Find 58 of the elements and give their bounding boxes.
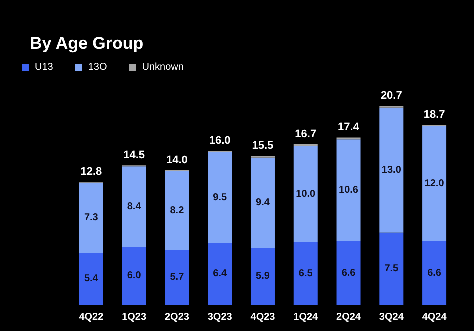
data-label: 7.3 [84,212,99,224]
x-tick-label: 2Q24 [336,312,362,324]
data-label: 10.0 [296,188,316,200]
data-label: 6.4 [213,268,228,280]
bar [380,108,404,233]
chart-title: By Age Group [30,34,144,54]
total-label: 18.7 [424,109,446,122]
bar [79,253,104,305]
total-label: 15.5 [252,140,274,152]
data-label: 6.6 [428,268,442,279]
x-tick-label: 1Q23 [122,312,147,324]
bar [336,242,361,305]
data-label: 10.6 [339,185,359,196]
bar [79,182,104,254]
bar [336,140,361,242]
bar [250,158,275,248]
total-label: 12.8 [80,166,102,178]
data-label: 8.2 [170,205,185,216]
x-tick-label: 4Q24 [422,312,448,324]
data-label: 6.6 [342,268,356,279]
data-label: 7.5 [384,263,400,274]
bar [165,250,190,305]
bar [380,232,404,305]
data-label: 6.5 [298,268,314,280]
x-tick-label: 4Q22 [79,312,104,324]
x-tick-label: 2Q23 [164,312,190,324]
bar [422,126,447,242]
data-label: 5.9 [256,271,270,282]
data-label: 9.5 [213,192,228,204]
data-label: 5.4 [84,274,99,285]
legend-label: 13O [87,62,108,73]
x-tick-label: 1Q24 [294,312,319,324]
total-label: 16.0 [209,135,231,148]
total-label: 14.5 [124,150,146,162]
legend-label: Unknown [141,62,184,73]
legend-label: U13 [34,62,54,73]
data-label: 8.4 [127,201,142,212]
bar [294,242,318,305]
bar [294,146,318,243]
x-tick-label: 4Q23 [250,312,276,324]
bar [122,166,146,248]
data-label: 9.4 [256,198,270,209]
bar [122,247,146,305]
data-label: 13.0 [382,164,402,176]
total-label: 20.7 [380,90,402,102]
bar [250,248,275,305]
data-label: 12.0 [424,178,445,190]
total-label: 17.4 [338,122,360,134]
data-label: 5.7 [170,272,185,284]
bar [208,152,232,244]
total-label: 14.0 [166,154,188,166]
x-tick-label: 3Q24 [379,312,404,324]
bar [208,243,232,305]
bar [165,171,190,250]
total-label: 16.7 [295,128,317,140]
data-label: 6.0 [127,270,142,282]
x-tick-label: 3Q23 [208,312,233,324]
bar [422,242,447,305]
